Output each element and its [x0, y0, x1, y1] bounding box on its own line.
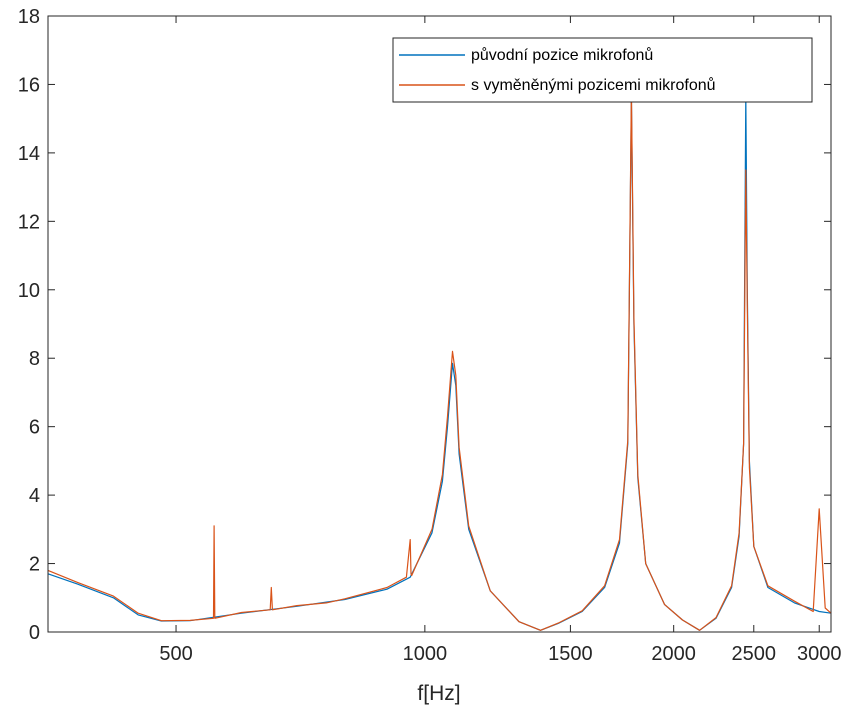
y-tick-label: 8: [29, 348, 40, 370]
x-axis-label: f[Hz]: [417, 682, 460, 705]
y-tick-label: 12: [18, 211, 40, 233]
x-tick-label: 3000: [797, 643, 842, 665]
y-tick-label: 0: [29, 622, 40, 644]
y-tick-label: 16: [18, 74, 40, 96]
x-tick-label: 2500: [732, 643, 777, 665]
legend: původní pozice mikrofonů s vyměněnými poz…: [392, 37, 813, 103]
legend-box: [392, 37, 813, 103]
x-tick-label: 1000: [403, 643, 448, 665]
series-layer: [47, 90, 832, 631]
legend-label-2: s vyměněnými pozicemi mikrofonů: [471, 76, 716, 94]
x-tick-label: 500: [159, 643, 192, 665]
y-tick-label: 4: [29, 485, 40, 507]
legend-label-1: původní pozice mikrofonů: [471, 46, 653, 64]
series-line-2: [47, 90, 832, 631]
x-tick-label: 2000: [651, 643, 696, 665]
x-tick-label: 1500: [548, 643, 593, 665]
y-tick-label: 2: [29, 554, 40, 576]
y-tick-label: 6: [29, 417, 40, 439]
y-tick-label: 18: [18, 6, 40, 28]
plot-background: [48, 16, 831, 632]
axes-box: [47, 15, 832, 633]
axes-layer: 500 1000 1500 2000 2500 3000 0 2 4 6 8 10 12 14 16 18: [18, 6, 842, 665]
y-tick-label: 14: [18, 143, 40, 165]
plot-area: [48, 16, 831, 632]
y-tick-label: 10: [18, 280, 40, 302]
